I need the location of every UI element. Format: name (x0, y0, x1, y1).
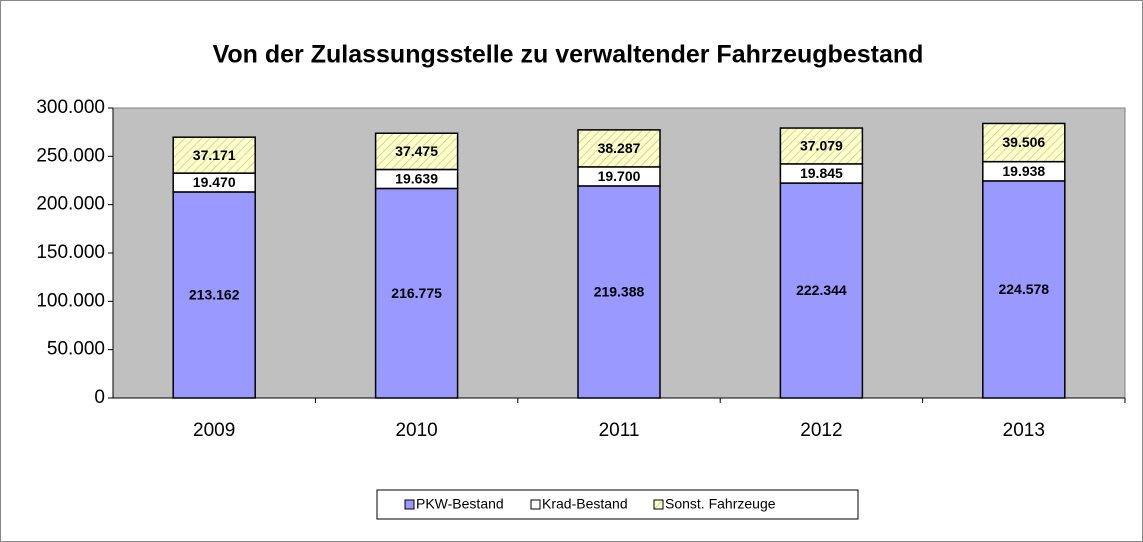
data-label: 224.578 (998, 281, 1049, 297)
data-label: 19.845 (800, 165, 843, 181)
legend-box (376, 489, 859, 520)
y-tick-label: 200.000 (36, 194, 105, 215)
legend-label: Krad-Bestand (542, 496, 628, 512)
bar-segment (779, 182, 864, 399)
bar-segment (577, 129, 661, 168)
data-label: 19.700 (598, 168, 641, 184)
y-tick-label: 150.000 (36, 242, 105, 263)
bar-segment (577, 185, 661, 399)
bar-segment (374, 187, 459, 399)
chart-title: Von der Zulassungsstelle zu verwaltender… (213, 41, 924, 69)
y-tick-label: 300.000 (36, 97, 105, 118)
data-label: 213.162 (189, 287, 240, 303)
legend-label: Sonst. Fahrzeuge (665, 496, 776, 512)
bar-segment (982, 122, 1066, 163)
legend-swatch (530, 499, 541, 510)
legend-swatch (653, 499, 664, 510)
y-tick-label: 50.000 (47, 339, 105, 360)
y-tick-label: 100.000 (36, 290, 105, 311)
x-tick-label: 2010 (395, 420, 437, 441)
data-label: 19.938 (1002, 163, 1045, 179)
data-label: 38.287 (598, 140, 641, 156)
legend-label: PKW-Bestand (416, 496, 504, 512)
bar-segment (172, 191, 256, 399)
data-label: 222.344 (796, 282, 847, 298)
bar-segment (982, 180, 1066, 399)
x-tick-label: 2011 (599, 420, 640, 441)
data-label: 39.506 (1002, 134, 1045, 150)
x-tick-label: 2009 (193, 420, 235, 441)
y-tick-label: 250.000 (36, 145, 105, 166)
data-label: 37.079 (800, 138, 843, 154)
bar-segment (172, 136, 256, 174)
bar-segment (779, 127, 864, 165)
x-tick-label: 2013 (1003, 420, 1045, 441)
bar-segment (374, 132, 459, 171)
x-tick-label: 2012 (800, 420, 842, 441)
data-label: 19.470 (193, 174, 236, 190)
data-label: 19.639 (395, 171, 438, 187)
legend-swatch (404, 499, 415, 510)
data-label: 37.171 (193, 147, 236, 163)
data-label: 37.475 (395, 143, 438, 159)
data-label: 219.388 (594, 284, 645, 300)
y-tick-label: 0 (94, 387, 105, 408)
data-label: 216.775 (391, 285, 442, 301)
